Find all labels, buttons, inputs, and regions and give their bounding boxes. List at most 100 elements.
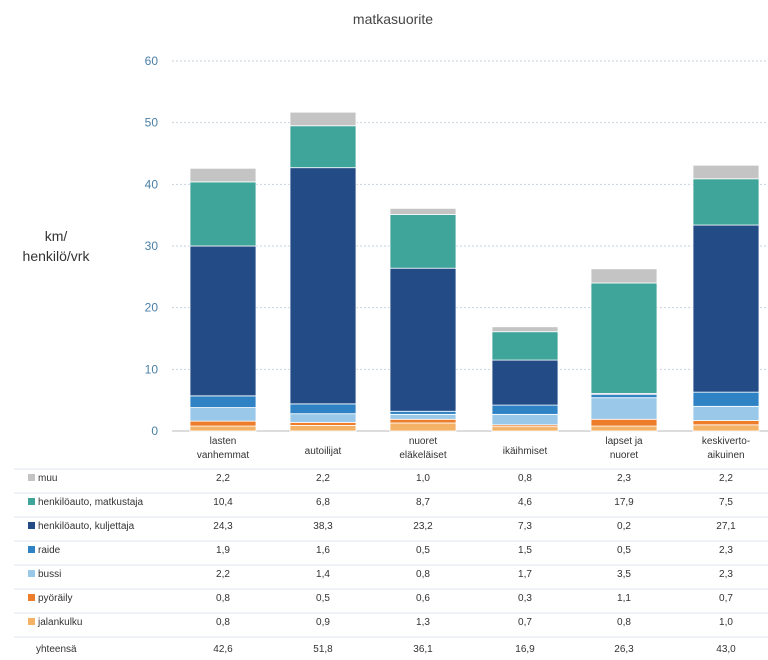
bar-segment bbox=[491, 331, 559, 361]
bars bbox=[189, 111, 760, 432]
x-category-label: vanhemmat bbox=[197, 450, 249, 461]
table-row-label: raide bbox=[38, 545, 61, 556]
x-category-label: ikäihmiset bbox=[503, 446, 548, 457]
table-cell: 6,8 bbox=[316, 497, 330, 508]
bar-segment bbox=[590, 394, 658, 399]
bar-segment bbox=[389, 422, 457, 432]
legend-swatch bbox=[28, 594, 35, 601]
table-cell: 0,2 bbox=[617, 521, 631, 532]
bar-segment bbox=[289, 111, 357, 127]
legend-swatch bbox=[28, 570, 35, 577]
bar-segment bbox=[389, 214, 457, 269]
table-cell: 7,3 bbox=[518, 521, 532, 532]
legend-swatch bbox=[28, 546, 35, 553]
x-category-label: lasten bbox=[210, 436, 237, 447]
table-cell: 2,3 bbox=[719, 545, 733, 556]
bar-segment bbox=[289, 425, 357, 432]
table-cell: 10,4 bbox=[213, 497, 233, 508]
table-cell: 23,2 bbox=[413, 521, 433, 532]
bar-segment bbox=[189, 245, 257, 397]
x-category-label: nuoret bbox=[610, 450, 639, 461]
bar-segment bbox=[491, 426, 559, 432]
table-cell: 1,1 bbox=[617, 593, 631, 604]
table-total-cell: 42,6 bbox=[213, 644, 233, 655]
y-tick-label: 60 bbox=[145, 54, 159, 68]
bar-segment bbox=[189, 407, 257, 422]
table-cell: 4,6 bbox=[518, 497, 532, 508]
table-cell: 0,8 bbox=[518, 473, 532, 484]
table-row-label: pyöräily bbox=[38, 593, 72, 604]
bar-segment bbox=[189, 420, 257, 427]
y-tick-label: 40 bbox=[145, 177, 159, 191]
data-table: muu 2,2 2,2 1,0 0,8 2,3 2,2 henkilöauto, matkus… bbox=[14, 468, 768, 655]
bar-segment bbox=[590, 425, 658, 432]
table-cell: 1,9 bbox=[216, 545, 230, 556]
table-cell: 2,2 bbox=[316, 473, 330, 484]
bar-segment bbox=[590, 418, 658, 427]
table-cell: 0,6 bbox=[416, 593, 430, 604]
bar-segment bbox=[289, 413, 357, 423]
table-row-label: henkilöauto, kuljettaja bbox=[38, 521, 135, 532]
bar-segment bbox=[289, 403, 357, 415]
table-cell: 27,1 bbox=[716, 521, 736, 532]
x-category-label: eläkeläiset bbox=[399, 450, 446, 461]
table-cell: 1,7 bbox=[518, 569, 532, 580]
x-category-label: nuoret bbox=[409, 436, 438, 447]
table-cell: 0,5 bbox=[617, 545, 631, 556]
table-cell: 8,7 bbox=[416, 497, 430, 508]
bar-segment bbox=[289, 167, 357, 405]
bar-segment bbox=[389, 207, 457, 215]
table-cell: 17,9 bbox=[614, 497, 634, 508]
table-cell: 0,3 bbox=[518, 593, 532, 604]
table-cell: 3,5 bbox=[617, 569, 631, 580]
y-tick-label: 30 bbox=[145, 239, 159, 253]
table-row-label: bussi bbox=[38, 569, 61, 580]
x-category-label: keskiverto- bbox=[702, 436, 750, 447]
table-cell: 0,8 bbox=[617, 617, 631, 628]
bar-segment bbox=[692, 391, 760, 407]
legend-swatch bbox=[28, 498, 35, 505]
y-tick-label: 50 bbox=[145, 116, 159, 130]
bar-segment bbox=[189, 167, 257, 183]
bar-segment bbox=[692, 164, 760, 180]
legend-swatch bbox=[28, 474, 35, 481]
table-cell: 1,3 bbox=[416, 617, 430, 628]
bar-segment bbox=[692, 405, 760, 421]
bar-segment bbox=[491, 404, 559, 415]
table-cell: 1,4 bbox=[316, 569, 330, 580]
bar-segment bbox=[590, 282, 658, 394]
table-cell: 1,6 bbox=[316, 545, 330, 556]
table-cell: 0,8 bbox=[216, 593, 230, 604]
table-cell: 0,9 bbox=[316, 617, 330, 628]
table-cell: 38,3 bbox=[313, 521, 333, 532]
bar-segment bbox=[189, 425, 257, 432]
bar-segment bbox=[389, 418, 457, 424]
table-cell: 1,0 bbox=[719, 617, 733, 628]
bar-segment bbox=[289, 421, 357, 426]
table-cell: 0,8 bbox=[216, 617, 230, 628]
table-cell: 24,3 bbox=[213, 521, 233, 532]
bar-segment bbox=[692, 224, 760, 393]
bar-segment bbox=[491, 413, 559, 426]
bar-segment bbox=[692, 424, 760, 432]
bar-segment bbox=[389, 410, 457, 415]
bar-segment bbox=[491, 326, 559, 333]
table-row-label: muu bbox=[38, 473, 57, 484]
x-category-label: lapset ja bbox=[605, 436, 643, 447]
table-cell: 0,5 bbox=[316, 593, 330, 604]
table-cell: 1,5 bbox=[518, 545, 532, 556]
y-axis-ticks: 0 10 20 30 40 50 60 bbox=[145, 54, 159, 438]
bar-segment bbox=[590, 268, 658, 284]
table-cell: 2,3 bbox=[617, 473, 631, 484]
bar-segment bbox=[389, 413, 457, 420]
bar-segment bbox=[692, 178, 760, 226]
table-cell: 0,8 bbox=[416, 569, 430, 580]
bar-segment bbox=[692, 420, 760, 426]
y-axis-label-line: km/ bbox=[45, 228, 68, 244]
bar-segment bbox=[389, 267, 457, 412]
legend-swatch bbox=[28, 618, 35, 625]
table-total-cell: 26,3 bbox=[614, 644, 634, 655]
y-tick-label: 10 bbox=[145, 362, 159, 376]
table-row-label: henkilöauto, matkustaja bbox=[38, 497, 144, 508]
